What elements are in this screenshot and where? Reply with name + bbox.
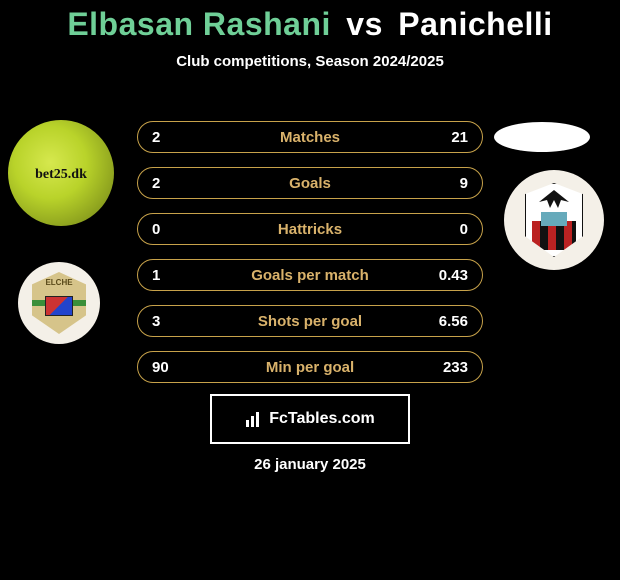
stat-row: 2Matches21 — [137, 121, 483, 153]
stat-rows: 2Matches212Goals90Hattricks01Goals per m… — [137, 121, 483, 397]
watermark-text: FcTables.com — [269, 410, 375, 428]
stat-row: 0Hattricks0 — [137, 213, 483, 245]
stat-label: Shots per goal — [200, 313, 420, 330]
stat-label: Goals — [200, 175, 420, 192]
player2-club-badge — [504, 170, 604, 270]
stat-row: 2Goals9 — [137, 167, 483, 199]
player2-name: Panichelli — [398, 6, 552, 42]
player2-photo — [494, 122, 590, 152]
date-label: 26 january 2025 — [0, 456, 620, 473]
player1-name: Elbasan Rashani — [67, 6, 331, 42]
watermark: FcTables.com — [210, 394, 410, 444]
vs-label: vs — [346, 6, 383, 42]
stat-left-value: 2 — [152, 129, 200, 146]
castle-icon — [541, 212, 567, 226]
stat-row: 3Shots per goal6.56 — [137, 305, 483, 337]
stat-right-value: 21 — [420, 129, 468, 146]
comparison-title: Elbasan Rashani vs Panichelli — [0, 0, 620, 43]
bars-icon — [245, 410, 263, 428]
stat-left-value: 2 — [152, 175, 200, 192]
player1-club-badge — [18, 262, 100, 344]
elche-shield-icon — [32, 272, 86, 334]
stat-right-value: 9 — [420, 175, 468, 192]
stat-label: Hattricks — [200, 221, 420, 238]
player1-photo — [8, 120, 114, 226]
stat-label: Min per goal — [200, 359, 420, 376]
stat-right-value: 0.43 — [420, 267, 468, 284]
stat-right-value: 0 — [420, 221, 468, 238]
stat-right-value: 6.56 — [420, 313, 468, 330]
subtitle: Club competitions, Season 2024/2025 — [0, 53, 620, 70]
stat-row: 90Min per goal233 — [137, 351, 483, 383]
stat-label: Matches — [200, 129, 420, 146]
mirandes-shield-icon — [525, 183, 583, 257]
eagle-icon — [535, 188, 573, 210]
stat-label: Goals per match — [200, 267, 420, 284]
stat-left-value: 0 — [152, 221, 200, 238]
stat-left-value: 3 — [152, 313, 200, 330]
stat-right-value: 233 — [420, 359, 468, 376]
stat-left-value: 90 — [152, 359, 200, 376]
stat-row: 1Goals per match0.43 — [137, 259, 483, 291]
stat-left-value: 1 — [152, 267, 200, 284]
